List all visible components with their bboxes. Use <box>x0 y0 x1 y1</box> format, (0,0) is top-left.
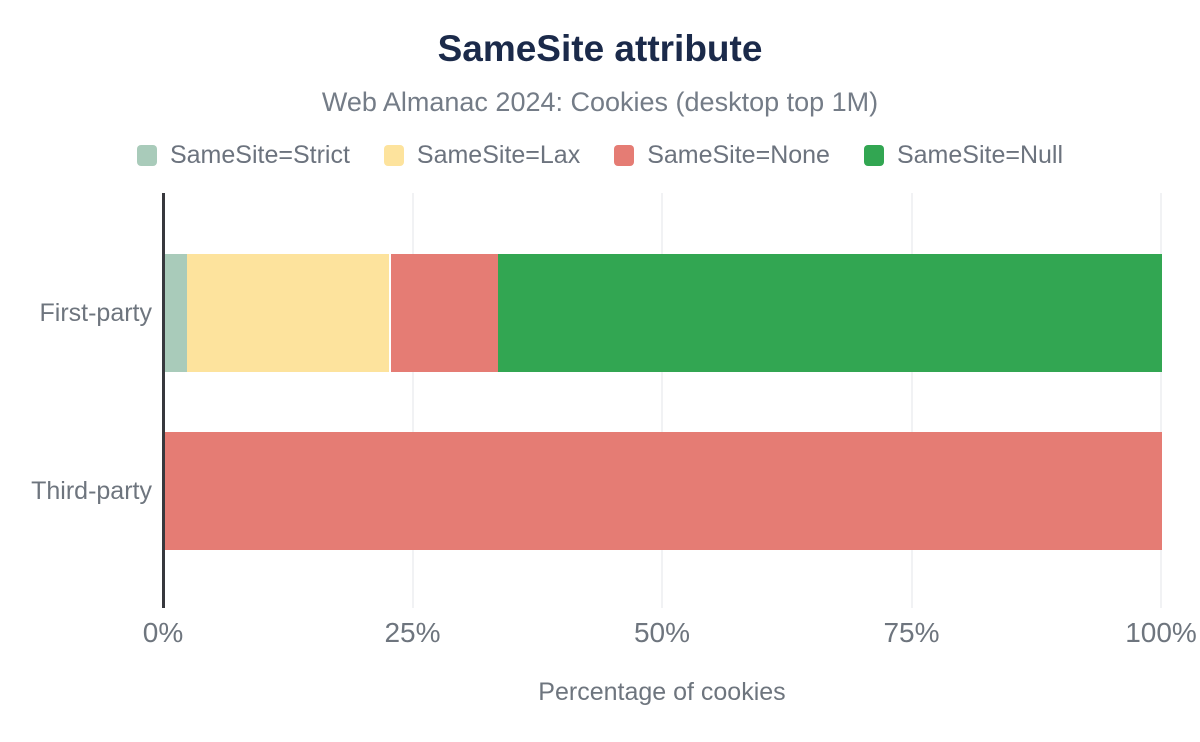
x-tick-label-75: 75% <box>883 617 940 648</box>
legend-label: SameSite=Strict <box>169 141 350 169</box>
chart-title: SameSite attribute <box>437 28 763 69</box>
legend-item-samesite-lax[interactable]: SameSite=Lax <box>383 141 581 170</box>
x-tick-label-0: 0% <box>142 617 184 648</box>
legend-swatch-icon <box>863 145 884 166</box>
chart-subtitle: Web Almanac 2024: Cookies (desktop top 1… <box>321 87 879 117</box>
bar-segment-samesite-none[interactable] <box>389 254 498 372</box>
bar-segment-samesite-null[interactable] <box>497 254 1162 372</box>
x-axis-title: Percentage of cookies <box>538 678 786 706</box>
chart-legend: SameSite=Strict SameSite=Lax SameSite=None… <box>0 141 1200 170</box>
legend-item-samesite-none[interactable]: SameSite=None <box>614 141 830 170</box>
category-label-first-party: First-party <box>39 299 153 327</box>
legend-swatch-icon <box>383 145 404 166</box>
y-axis-line <box>162 193 165 608</box>
gridline-50 <box>661 193 663 608</box>
legend-swatch-icon <box>614 145 635 166</box>
legend-label: SameSite=Null <box>896 141 1064 169</box>
legend-swatch-icon <box>136 145 157 166</box>
legend-label: SameSite=Lax <box>416 141 581 169</box>
x-tick-label-50: 50% <box>633 617 691 648</box>
category-label-third-party: Third-party <box>31 477 152 505</box>
legend-item-samesite-null[interactable]: SameSite=Null <box>863 141 1064 170</box>
gridline-100 <box>1160 193 1162 608</box>
gridline-75 <box>910 193 913 608</box>
bar-third-party <box>165 432 1162 550</box>
gridline-25 <box>411 193 414 608</box>
bar-segment-samesite-none[interactable] <box>165 432 1162 550</box>
x-tick-label-25: 25% <box>384 617 441 648</box>
legend-item-samesite-strict[interactable]: SameSite=Strict <box>136 141 350 170</box>
x-tick-label-100: 100% <box>1125 617 1197 648</box>
bar-first-party <box>165 254 1162 372</box>
bar-segment-samesite-lax[interactable] <box>186 254 390 372</box>
legend-label: SameSite=None <box>647 141 830 169</box>
bar-segment-samesite-strict[interactable] <box>165 254 187 372</box>
